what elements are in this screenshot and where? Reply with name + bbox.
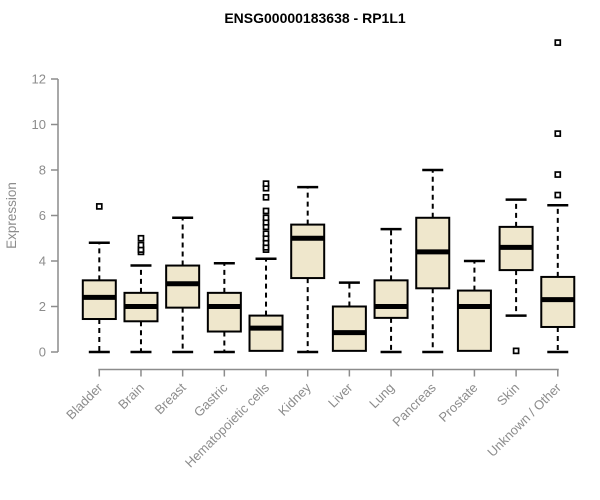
iqr-box bbox=[456, 289, 492, 352]
outlier-point bbox=[554, 191, 562, 199]
y-axis-title: Expression bbox=[4, 182, 19, 249]
y-tick-label: 2 bbox=[39, 299, 46, 314]
box-hematopoietic-cells bbox=[248, 180, 284, 352]
iqr-box bbox=[206, 291, 242, 333]
outlier-point bbox=[554, 171, 562, 178]
chart-title: ENSG00000183638 - RP1L1 bbox=[224, 10, 406, 26]
outlier-point bbox=[554, 130, 562, 137]
box-unknown-other bbox=[540, 39, 576, 354]
x-tick-label: Bladder bbox=[63, 380, 106, 423]
x-tick-label: Gastric bbox=[191, 380, 231, 420]
outlier-point bbox=[137, 241, 145, 249]
y-tick-label: 12 bbox=[32, 72, 46, 87]
outlier-point bbox=[262, 180, 270, 187]
y-tick-label: 0 bbox=[39, 345, 46, 360]
iqr-box bbox=[165, 264, 201, 309]
outlier-point bbox=[554, 39, 562, 46]
box-lung bbox=[373, 227, 409, 354]
y-tick-label: 10 bbox=[32, 117, 46, 132]
box-prostate bbox=[456, 259, 492, 352]
box-gastric bbox=[206, 262, 242, 354]
outlier-point bbox=[512, 347, 520, 355]
box-skin bbox=[498, 198, 534, 355]
iqr-box bbox=[331, 305, 367, 352]
y-tick-label: 8 bbox=[39, 163, 46, 178]
x-tick-label: Prostate bbox=[436, 380, 481, 425]
outlier-point bbox=[137, 234, 145, 242]
outlier-point bbox=[262, 207, 270, 215]
y-axis: 0 2 4 6 8 10 12 bbox=[32, 72, 59, 360]
x-tick-label: Lung bbox=[366, 380, 397, 411]
y-tick-label: 6 bbox=[39, 208, 46, 223]
box-kidney bbox=[290, 185, 326, 354]
iqr-box bbox=[248, 314, 284, 352]
iqr-box bbox=[290, 223, 326, 280]
x-tick-label: Brain bbox=[115, 380, 147, 412]
box-brain bbox=[123, 234, 159, 354]
outlier-point bbox=[262, 193, 270, 201]
x-tick-label: Liver bbox=[325, 380, 356, 411]
x-tick-label: Kidney bbox=[275, 380, 314, 419]
box-bladder bbox=[81, 203, 117, 354]
x-tick-label: Unknown / Other bbox=[484, 380, 564, 460]
box-breast bbox=[165, 216, 201, 354]
box-liver bbox=[331, 281, 367, 352]
x-tick-label: Skin bbox=[494, 380, 522, 408]
outlier-point bbox=[95, 203, 103, 210]
iqr-box bbox=[373, 279, 409, 319]
outlier-point bbox=[262, 214, 270, 222]
y-tick-label: 4 bbox=[39, 254, 46, 269]
outlier-point bbox=[262, 230, 270, 238]
box-pancreas bbox=[415, 168, 451, 354]
x-tick-label: Breast bbox=[152, 380, 189, 417]
x-tick-label: Pancreas bbox=[389, 380, 439, 430]
